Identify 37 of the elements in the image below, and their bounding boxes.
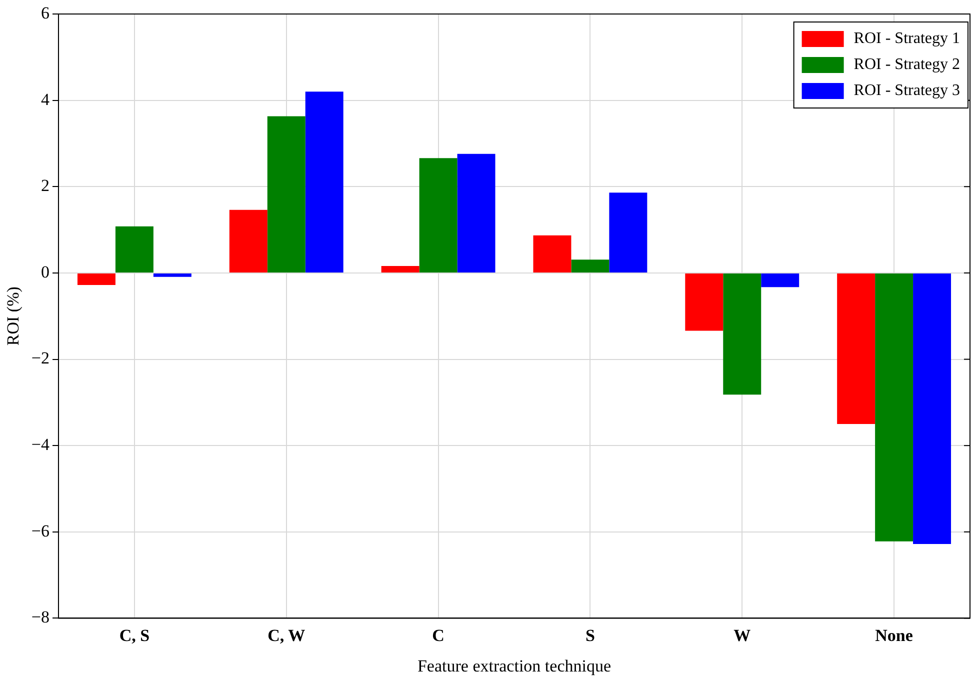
bar — [115, 226, 154, 272]
x-tick-label: S — [585, 626, 595, 645]
x-tick-label: C — [432, 626, 444, 645]
bar — [685, 273, 724, 331]
bar — [457, 154, 496, 272]
y-tick-label: 6 — [40, 3, 50, 22]
bar — [609, 192, 648, 272]
y-tick-label: 4 — [40, 90, 50, 109]
y-tick-label: −8 — [31, 608, 50, 627]
bar — [533, 235, 572, 272]
x-tick-label: W — [734, 626, 751, 645]
bar — [153, 273, 192, 277]
legend-label: ROI - Strategy 1 — [854, 30, 960, 48]
bar — [723, 273, 762, 395]
legend-label: ROI - Strategy 3 — [854, 82, 960, 100]
bar — [229, 210, 268, 272]
x-tick-label: C, W — [268, 626, 306, 645]
bar — [381, 266, 420, 272]
bar — [761, 273, 800, 288]
bar — [571, 260, 610, 272]
y-tick-label: 0 — [40, 262, 50, 282]
bar — [913, 273, 952, 544]
bar — [419, 158, 458, 272]
bar — [267, 116, 306, 272]
y-tick-label: −4 — [31, 435, 50, 454]
y-axis-title: ROI (%) — [4, 286, 23, 346]
bar — [875, 273, 914, 542]
y-tick-label: −6 — [31, 521, 50, 540]
bar — [305, 92, 344, 272]
x-tick-label: C, S — [119, 626, 150, 645]
x-axis-title: Feature extraction technique — [417, 656, 612, 676]
legend-label: ROI - Strategy 2 — [854, 56, 960, 74]
y-tick-label: 2 — [40, 176, 50, 196]
x-tick-label: None — [875, 626, 914, 645]
bar — [837, 273, 876, 424]
y-tick-label: −2 — [31, 348, 50, 368]
bar — [77, 273, 116, 286]
